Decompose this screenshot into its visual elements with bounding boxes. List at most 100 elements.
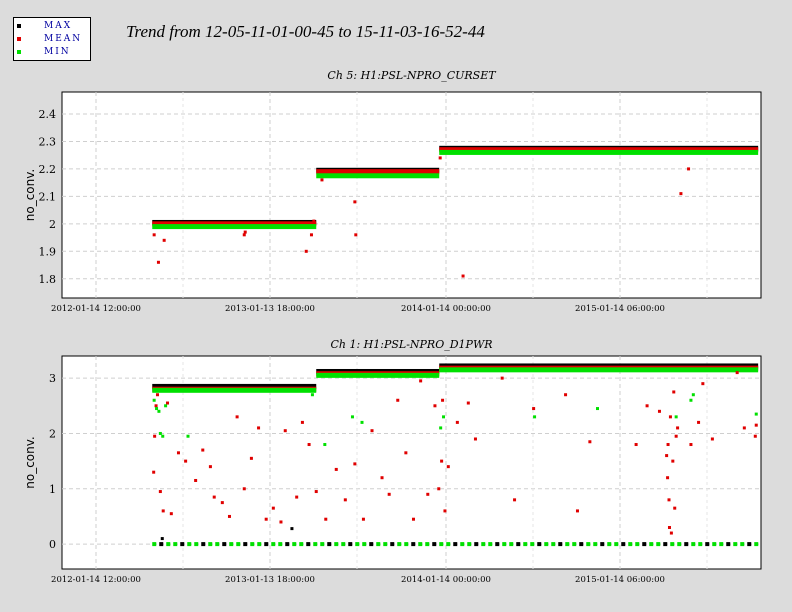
data-point-mean — [169, 512, 173, 516]
zero-band-point — [327, 542, 332, 547]
data-point-min — [310, 393, 314, 397]
zero-band-point — [705, 542, 710, 547]
legend-label-max: MAX — [44, 21, 73, 31]
data-point-mean — [437, 487, 441, 491]
data-point-mean — [242, 487, 246, 491]
data-point-min — [596, 407, 600, 411]
zero-band-point — [362, 542, 367, 547]
data-point-mean — [564, 393, 568, 397]
y-axis-label: no_conv. — [23, 169, 37, 221]
zero-band-point — [208, 542, 213, 547]
zero-band-point — [628, 542, 633, 547]
zero-band-point — [551, 542, 556, 547]
data-point-min — [186, 434, 190, 438]
data-point-min — [439, 426, 443, 430]
data-point-mean — [184, 459, 188, 463]
legend-marker-max — [17, 24, 21, 28]
data-point-mean — [669, 531, 673, 535]
data-point-mean — [532, 407, 536, 411]
data-point-mean — [295, 495, 299, 499]
data-point-min — [161, 434, 165, 438]
series-segment-min — [152, 224, 317, 230]
data-point-mean — [314, 490, 318, 494]
zero-band-point — [579, 542, 584, 547]
data-point-mean — [735, 371, 739, 375]
y-axis-label: no_conv. — [23, 436, 37, 488]
zero-band-point — [173, 542, 178, 547]
zero-band-point — [187, 542, 192, 547]
data-point-mean — [687, 167, 691, 171]
data-point-mean — [353, 200, 357, 204]
zero-band-point — [194, 542, 199, 547]
zero-band-point — [243, 542, 248, 547]
zero-band-point — [488, 542, 493, 547]
y-tick-label: 2.2 — [39, 163, 57, 176]
data-point-mean — [201, 448, 205, 452]
x-tick-label: 2012-01-14 12:00:00 — [51, 575, 141, 585]
legend: MAX MEAN MIN — [13, 17, 91, 61]
data-point-min — [323, 443, 327, 447]
data-point-mean — [300, 420, 304, 424]
zero-band-point — [530, 542, 535, 547]
data-point-mean — [312, 219, 316, 223]
data-point-mean — [441, 398, 445, 402]
zero-band-point — [481, 542, 486, 547]
data-point-mean — [194, 478, 198, 482]
zero-band-point — [586, 542, 591, 547]
y-tick-label: 2 — [49, 218, 56, 231]
data-point-mean — [227, 514, 231, 518]
zero-band-point — [495, 542, 500, 547]
data-point-mean — [426, 492, 430, 496]
zero-band-point — [299, 542, 304, 547]
zero-band-point — [649, 542, 654, 547]
data-point-mean — [154, 404, 158, 408]
data-point-min — [350, 415, 354, 419]
data-point-mean — [279, 520, 283, 524]
zero-band-point — [355, 542, 360, 547]
data-point-max — [160, 537, 164, 541]
data-point-min — [691, 393, 695, 397]
data-point-mean — [283, 429, 287, 433]
x-tick-label: 2012-01-14 12:00:00 — [51, 304, 141, 314]
x-tick-label: 2014-01-14 00:00:00 — [401, 304, 491, 314]
zero-band-point — [544, 542, 549, 547]
y-tick-label: 1 — [49, 483, 56, 496]
y-tick-label: 2 — [49, 427, 56, 440]
data-point-mean — [242, 233, 246, 237]
data-point-mean — [304, 249, 308, 253]
x-tick-label: 2013-01-13 18:00:00 — [225, 304, 315, 314]
zero-band-point — [474, 542, 479, 547]
data-point-min — [164, 404, 168, 408]
zero-band-point — [397, 542, 402, 547]
data-point-mean — [672, 390, 676, 394]
data-point-mean — [307, 443, 311, 447]
data-point-mean — [674, 434, 678, 438]
x-tick-label: 2013-01-13 18:00:00 — [225, 575, 315, 585]
data-point-min — [158, 431, 162, 435]
y-tick-label: 2.1 — [39, 190, 57, 203]
series-segment-min — [439, 149, 759, 155]
zero-band-point — [285, 542, 290, 547]
data-point-mean — [152, 233, 156, 237]
data-point-mean — [461, 274, 465, 278]
data-point-mean — [645, 404, 649, 408]
zero-band-point — [215, 542, 220, 547]
data-point-mean — [667, 526, 671, 530]
zero-band-point — [558, 542, 563, 547]
series-segment-min — [316, 372, 440, 378]
zero-band-point — [733, 542, 738, 547]
data-point-mean — [433, 404, 437, 408]
data-point-mean — [161, 509, 165, 513]
series-segment-min — [439, 367, 759, 373]
data-point-mean — [701, 382, 705, 386]
plot-area — [61, 91, 762, 299]
zero-band-point — [439, 542, 444, 547]
data-point-mean — [387, 492, 391, 496]
data-point-min — [152, 398, 156, 402]
y-tick-label: 1.9 — [39, 245, 57, 258]
data-point-mean — [249, 456, 253, 460]
legend-label-min: MIN — [44, 47, 71, 57]
zero-band-point — [292, 542, 297, 547]
zero-band-point — [271, 542, 276, 547]
data-point-min — [360, 420, 364, 424]
